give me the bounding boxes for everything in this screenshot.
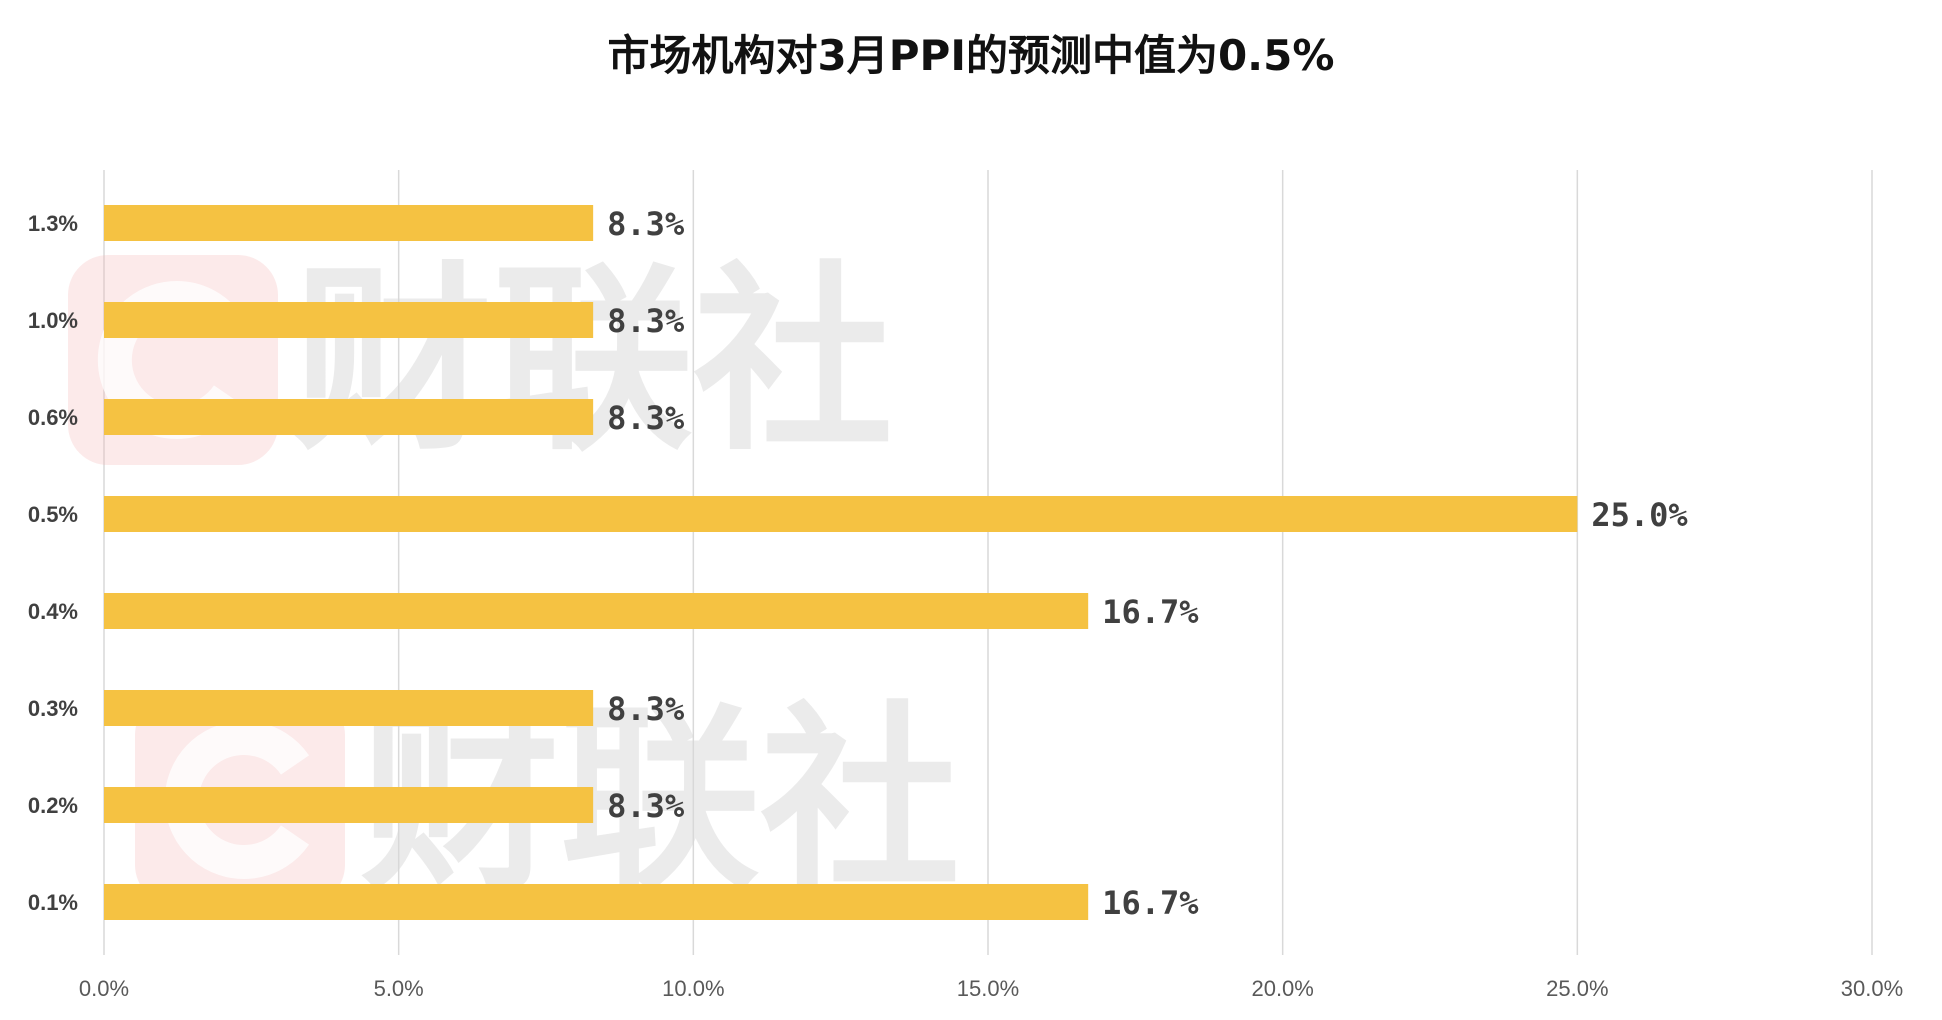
bars: [104, 205, 1578, 920]
chart-title: 市场机构对3月PPI的预测中值为0.5%: [607, 31, 1335, 80]
y-tick-label: 0.5%: [28, 502, 78, 527]
x-tick-label: 5.0%: [374, 976, 424, 1001]
data-labels: 8.3% 8.3% 8.3% 25.0% 16.7% 8.3% 8.3% 16.7%: [607, 205, 1688, 922]
gridlines: [103, 170, 1873, 955]
data-label: 8.3%: [607, 399, 685, 437]
y-tick-label: 0.4%: [28, 599, 78, 624]
y-tick-label: 0.2%: [28, 793, 78, 818]
data-label: 8.3%: [607, 205, 685, 243]
data-label: 25.0%: [1591, 496, 1688, 534]
y-tick-label: 0.1%: [28, 890, 78, 915]
x-tick-label: 25.0%: [1546, 976, 1608, 1001]
bar-0.4%: [104, 593, 1089, 629]
y-tick-label: 1.3%: [28, 211, 78, 236]
y-tick-label: 1.0%: [28, 308, 78, 333]
data-label: 8.3%: [607, 787, 685, 825]
data-label: 16.7%: [1102, 593, 1199, 631]
x-tick-label: 20.0%: [1251, 976, 1313, 1001]
data-label: 8.3%: [607, 302, 685, 340]
bar-0.3%: [104, 690, 594, 726]
bar-0.2%: [104, 787, 594, 823]
bar-1.0%: [104, 302, 594, 338]
x-tick-label: 0.0%: [79, 976, 129, 1001]
bar-0.5%: [104, 496, 1578, 532]
x-tick-label: 15.0%: [957, 976, 1019, 1001]
bar-0.1%: [104, 884, 1089, 920]
y-tick-label: 0.3%: [28, 696, 78, 721]
bar-0.6%: [104, 399, 594, 435]
x-tick-label: 10.0%: [662, 976, 724, 1001]
x-tick-label: 30.0%: [1841, 976, 1903, 1001]
y-tick-label: 0.6%: [28, 405, 78, 430]
x-axis-ticks: 0.0% 5.0% 10.0% 15.0% 20.0% 25.0% 30.0%: [79, 976, 1903, 1001]
data-label: 16.7%: [1102, 884, 1199, 922]
y-axis-ticks: 1.3% 1.0% 0.6% 0.5% 0.4% 0.3% 0.2% 0.1%: [28, 211, 78, 915]
bar-1.3%: [104, 205, 594, 241]
watermark: 财联社: [68, 245, 893, 478]
data-label: 8.3%: [607, 690, 685, 728]
watermark-text: 财联社: [293, 245, 893, 478]
